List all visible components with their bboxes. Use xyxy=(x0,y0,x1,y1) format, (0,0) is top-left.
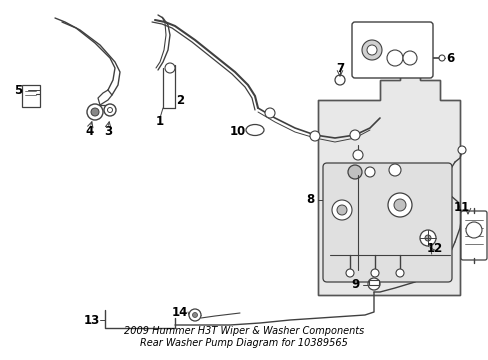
FancyBboxPatch shape xyxy=(460,211,486,260)
Text: 13: 13 xyxy=(84,314,100,327)
Circle shape xyxy=(349,130,359,140)
Circle shape xyxy=(393,199,405,211)
Text: 11: 11 xyxy=(453,202,469,215)
Circle shape xyxy=(192,312,197,318)
Circle shape xyxy=(331,200,351,220)
Text: 14: 14 xyxy=(171,306,188,319)
Circle shape xyxy=(361,40,381,60)
Circle shape xyxy=(387,193,411,217)
FancyBboxPatch shape xyxy=(351,22,432,78)
Circle shape xyxy=(91,108,99,116)
Text: 3: 3 xyxy=(104,126,112,139)
Circle shape xyxy=(364,167,374,177)
Circle shape xyxy=(104,104,116,116)
Circle shape xyxy=(424,235,430,241)
Circle shape xyxy=(336,205,346,215)
Circle shape xyxy=(367,278,379,290)
Circle shape xyxy=(395,269,403,277)
Bar xyxy=(22,85,40,107)
Circle shape xyxy=(386,50,402,66)
Text: 2009 Hummer H3T Wiper & Washer Components
Rear Washer Pump Diagram for 10389565: 2009 Hummer H3T Wiper & Washer Component… xyxy=(123,327,364,348)
Text: 10: 10 xyxy=(229,126,245,139)
Circle shape xyxy=(419,230,435,246)
Text: 9: 9 xyxy=(351,279,359,292)
Text: 2: 2 xyxy=(176,94,183,107)
Text: 1: 1 xyxy=(156,116,164,129)
Circle shape xyxy=(309,131,319,141)
Circle shape xyxy=(457,146,465,154)
Text: 5: 5 xyxy=(14,84,22,96)
Bar xyxy=(368,280,378,285)
Circle shape xyxy=(189,309,201,321)
Circle shape xyxy=(346,269,353,277)
Circle shape xyxy=(438,55,444,61)
Circle shape xyxy=(465,222,481,238)
Text: 12: 12 xyxy=(426,242,442,255)
Circle shape xyxy=(164,63,175,73)
Circle shape xyxy=(352,150,362,160)
Circle shape xyxy=(370,269,378,277)
Text: 7: 7 xyxy=(335,62,344,75)
Polygon shape xyxy=(317,65,459,295)
Text: 6: 6 xyxy=(445,51,453,64)
Text: 4: 4 xyxy=(86,126,94,139)
Circle shape xyxy=(347,165,361,179)
Circle shape xyxy=(402,51,416,65)
Circle shape xyxy=(107,108,112,112)
FancyBboxPatch shape xyxy=(323,163,451,282)
Text: 8: 8 xyxy=(305,193,313,207)
Circle shape xyxy=(334,75,345,85)
Circle shape xyxy=(366,45,376,55)
Circle shape xyxy=(264,108,274,118)
Circle shape xyxy=(388,164,400,176)
Circle shape xyxy=(87,104,103,120)
Bar xyxy=(325,165,449,280)
Ellipse shape xyxy=(245,125,264,135)
